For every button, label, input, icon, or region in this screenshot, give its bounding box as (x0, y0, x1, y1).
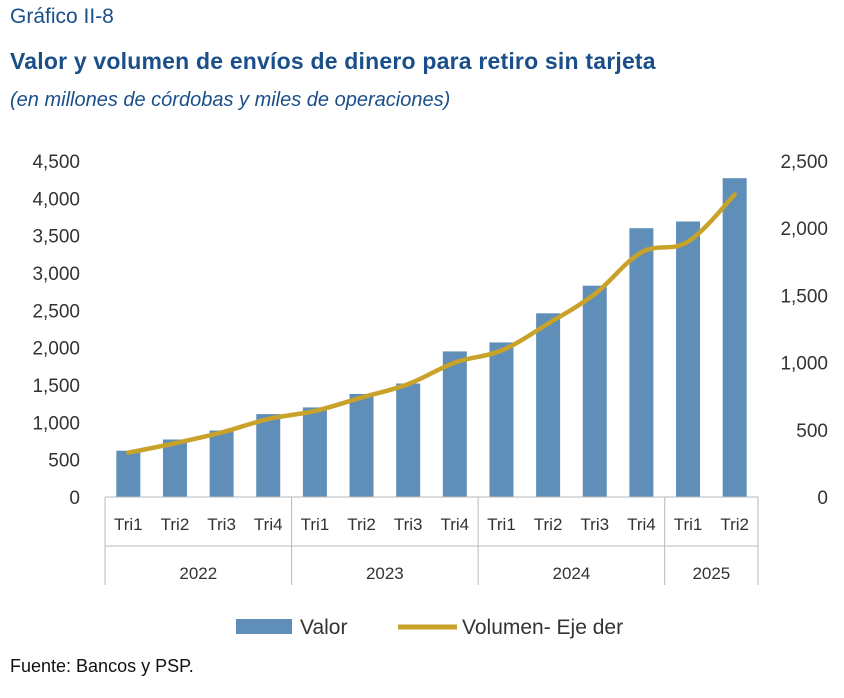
x-group-label: 2024 (553, 564, 591, 583)
y-tick-label: 500 (48, 451, 80, 472)
chart-title: Valor y volumen de envíos de dinero para… (10, 48, 656, 74)
y2-tick-label: 2,500 (780, 152, 828, 173)
x-tick-label: Tri4 (254, 515, 283, 534)
bar-valor (676, 221, 701, 498)
x-tick-label: Tri1 (487, 515, 516, 534)
y2-tick-label: 1,000 (780, 354, 828, 375)
x-tick-label: Tri3 (394, 515, 423, 534)
bar-valor (629, 228, 654, 497)
y2-tick-label: 1,500 (780, 286, 828, 307)
source-note: Fuente: Bancos y PSP. (10, 656, 194, 676)
x-group-label: 2025 (692, 564, 730, 583)
bar-valor (256, 414, 281, 497)
line-volumen (126, 192, 737, 455)
bar-valor (349, 393, 374, 497)
x-tick-label: Tri2 (347, 515, 376, 534)
y-tick-label: 2,000 (32, 339, 80, 360)
x-tick-label: Tri2 (720, 515, 749, 534)
x-tick-label: Tri2 (161, 515, 190, 534)
y-tick-label: 3,500 (32, 227, 80, 248)
y-tick-label: 1,500 (32, 376, 80, 397)
y-tick-label: 2,500 (32, 301, 80, 322)
bar-valor (209, 430, 234, 497)
bar-valor (536, 313, 561, 497)
x-tick-label: Tri4 (440, 515, 469, 534)
bar-valor (489, 342, 514, 497)
x-tick-label: Tri3 (580, 515, 609, 534)
legend-label-volumen: Volumen- Eje der (462, 616, 623, 639)
bar-valor (582, 285, 607, 497)
y2-tick-label: 2,000 (780, 219, 828, 240)
bar-valor (162, 439, 187, 497)
x-tick-label: Tri1 (114, 515, 143, 534)
legend-label-valor: Valor (300, 616, 347, 639)
x-tick-label: Tri2 (534, 515, 563, 534)
bar-valor (722, 178, 747, 497)
y-tick-label: 3,000 (32, 264, 80, 285)
x-tick-label: Tri3 (207, 515, 236, 534)
y-tick-label: 4,000 (32, 189, 80, 210)
x-group-label: 2022 (179, 564, 217, 583)
figure-label: Gráfico II-8 (10, 5, 114, 28)
y2-tick-label: 0 (817, 488, 828, 509)
y2-tick-label: 500 (796, 421, 828, 442)
y-tick-label: 0 (69, 488, 80, 509)
chart-subtitle: (en millones de córdobas y miles de oper… (10, 89, 451, 111)
legend-swatch-valor (236, 619, 292, 634)
bar-valor (116, 450, 141, 497)
bar-valor (396, 383, 421, 497)
bar-valor (442, 351, 467, 497)
y-tick-label: 4,500 (32, 152, 80, 173)
x-tick-label: Tri1 (301, 515, 330, 534)
x-group-label: 2023 (366, 564, 404, 583)
x-tick-label: Tri4 (627, 515, 656, 534)
x-tick-label: Tri1 (674, 515, 703, 534)
y-tick-label: 1,000 (32, 413, 80, 434)
bar-valor (302, 407, 327, 497)
